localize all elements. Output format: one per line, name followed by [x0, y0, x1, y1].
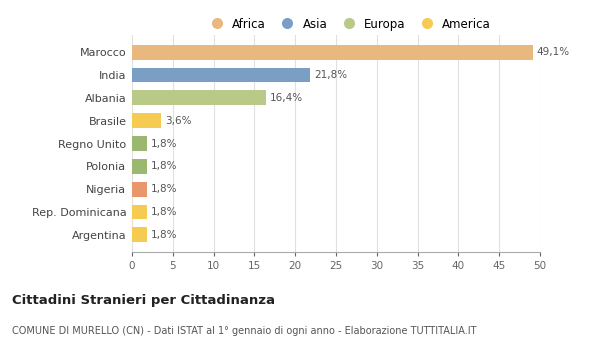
- Text: COMUNE DI MURELLO (CN) - Dati ISTAT al 1° gennaio di ogni anno - Elaborazione TU: COMUNE DI MURELLO (CN) - Dati ISTAT al 1…: [12, 326, 476, 336]
- Bar: [132, 159, 146, 174]
- Bar: [132, 45, 533, 60]
- Legend: Africa, Asia, Europa, America: Africa, Asia, Europa, America: [200, 13, 496, 35]
- Bar: [132, 113, 161, 128]
- Bar: [132, 204, 146, 219]
- Text: 49,1%: 49,1%: [537, 47, 570, 57]
- Text: 1,8%: 1,8%: [151, 139, 177, 148]
- Text: Cittadini Stranieri per Cittadinanza: Cittadini Stranieri per Cittadinanza: [12, 294, 275, 307]
- Bar: [132, 136, 146, 151]
- Text: 1,8%: 1,8%: [151, 207, 177, 217]
- Text: 1,8%: 1,8%: [151, 161, 177, 171]
- Text: 1,8%: 1,8%: [151, 230, 177, 240]
- Text: 3,6%: 3,6%: [166, 116, 192, 126]
- Bar: [132, 68, 310, 83]
- Text: 1,8%: 1,8%: [151, 184, 177, 194]
- Bar: [132, 182, 146, 196]
- Bar: [132, 227, 146, 242]
- Text: 21,8%: 21,8%: [314, 70, 347, 80]
- Text: 16,4%: 16,4%: [270, 93, 303, 103]
- Bar: [132, 91, 266, 105]
